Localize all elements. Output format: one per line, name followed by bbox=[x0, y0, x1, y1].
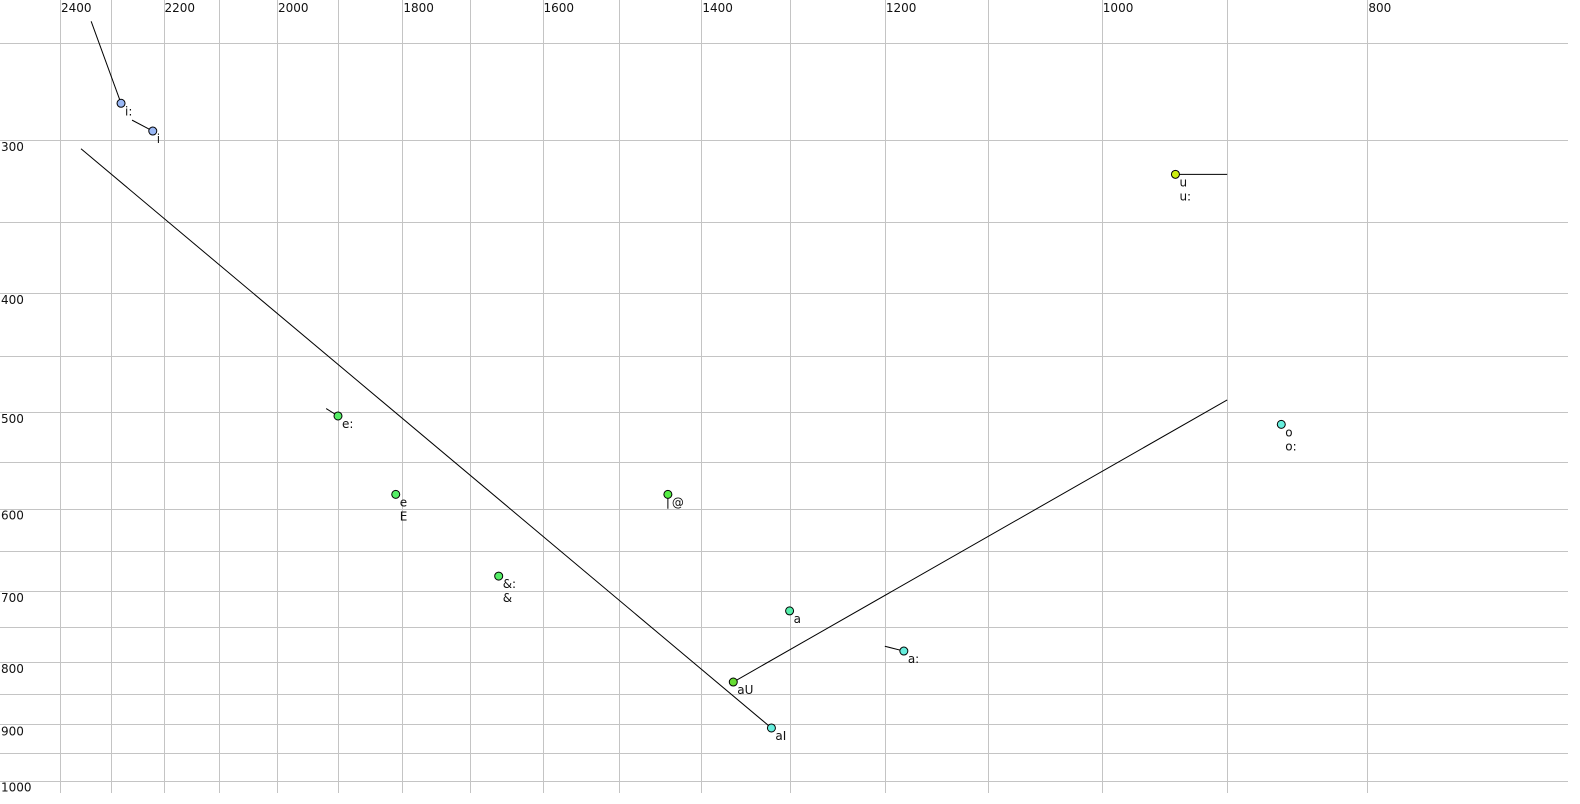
y-tick-label: 500 bbox=[1, 412, 24, 426]
vowel-point: aI bbox=[766, 723, 786, 743]
tick-labels: 2400 2200 2000 1800 1600 1400 1200 1000 800 300 40… bbox=[1, 1, 1391, 795]
y-tick-label: 700 bbox=[1, 591, 24, 605]
x-tick-label: 2000 bbox=[278, 1, 309, 15]
y-tick-label: 1000 bbox=[1, 781, 32, 795]
point-marker bbox=[899, 646, 909, 656]
point-marker bbox=[1276, 419, 1286, 429]
point-label: u: bbox=[1179, 189, 1191, 203]
x-tick-label: 1200 bbox=[886, 1, 917, 15]
vowel-point: i: bbox=[116, 98, 132, 118]
x-tick-label: 1800 bbox=[403, 1, 434, 15]
point-label: u bbox=[1179, 175, 1187, 189]
point-marker bbox=[116, 98, 126, 108]
point-marker bbox=[148, 126, 158, 136]
point-label: @ bbox=[672, 495, 684, 509]
point-label: &: bbox=[503, 577, 516, 591]
point-label: o: bbox=[1285, 439, 1296, 453]
point-label: e: bbox=[342, 417, 353, 431]
trajectory-line bbox=[90, 21, 122, 104]
x-tick-label: 1400 bbox=[702, 1, 733, 15]
vowel-point: eE bbox=[391, 489, 408, 523]
vowel-point: uu: bbox=[1170, 169, 1191, 203]
vowel-point: e: bbox=[333, 411, 353, 431]
data-points: i: i e: eE &:& @ a a: aU aI uu: oo: bbox=[116, 98, 1297, 743]
vowel-point: a bbox=[785, 606, 801, 626]
point-marker bbox=[785, 606, 795, 616]
y-tick-label: 900 bbox=[1, 724, 24, 738]
point-label: i: bbox=[125, 104, 132, 118]
point-marker bbox=[663, 489, 673, 499]
point-label: e bbox=[400, 495, 407, 509]
point-label: a bbox=[794, 612, 801, 626]
point-marker bbox=[766, 723, 776, 733]
point-label: i bbox=[157, 132, 160, 146]
point-label: aU bbox=[737, 683, 753, 697]
point-marker bbox=[333, 411, 343, 421]
grid bbox=[0, 0, 1568, 793]
y-tick-label: 300 bbox=[1, 140, 24, 154]
y-tick-label: 600 bbox=[1, 509, 24, 523]
point-label: a: bbox=[908, 652, 919, 666]
x-tick-label: 1600 bbox=[544, 1, 575, 15]
vowel-point: aU bbox=[728, 677, 753, 697]
x-tick-label: 2400 bbox=[61, 1, 92, 15]
x-tick-label: 800 bbox=[1368, 1, 1391, 15]
point-marker bbox=[391, 489, 401, 499]
vowel-point: a: bbox=[899, 646, 919, 666]
vowel-point: i bbox=[148, 126, 160, 146]
y-tick-label: 400 bbox=[1, 293, 24, 307]
trajectories bbox=[80, 21, 1228, 729]
point-label: o bbox=[1285, 425, 1292, 439]
trajectory-line bbox=[733, 399, 1228, 683]
vowel-point: oo: bbox=[1276, 419, 1297, 453]
point-marker bbox=[728, 677, 738, 687]
trajectory-line bbox=[80, 148, 772, 729]
point-label: & bbox=[503, 591, 512, 605]
x-tick-label: 1000 bbox=[1103, 1, 1134, 15]
vowel-point: @ bbox=[663, 489, 684, 509]
point-marker bbox=[494, 571, 504, 581]
point-label: aI bbox=[775, 729, 786, 743]
point-marker bbox=[1170, 169, 1180, 179]
vowel-point: &:& bbox=[494, 571, 516, 605]
x-tick-label: 2200 bbox=[165, 1, 196, 15]
point-label: E bbox=[400, 509, 408, 523]
y-tick-label: 800 bbox=[1, 662, 24, 676]
